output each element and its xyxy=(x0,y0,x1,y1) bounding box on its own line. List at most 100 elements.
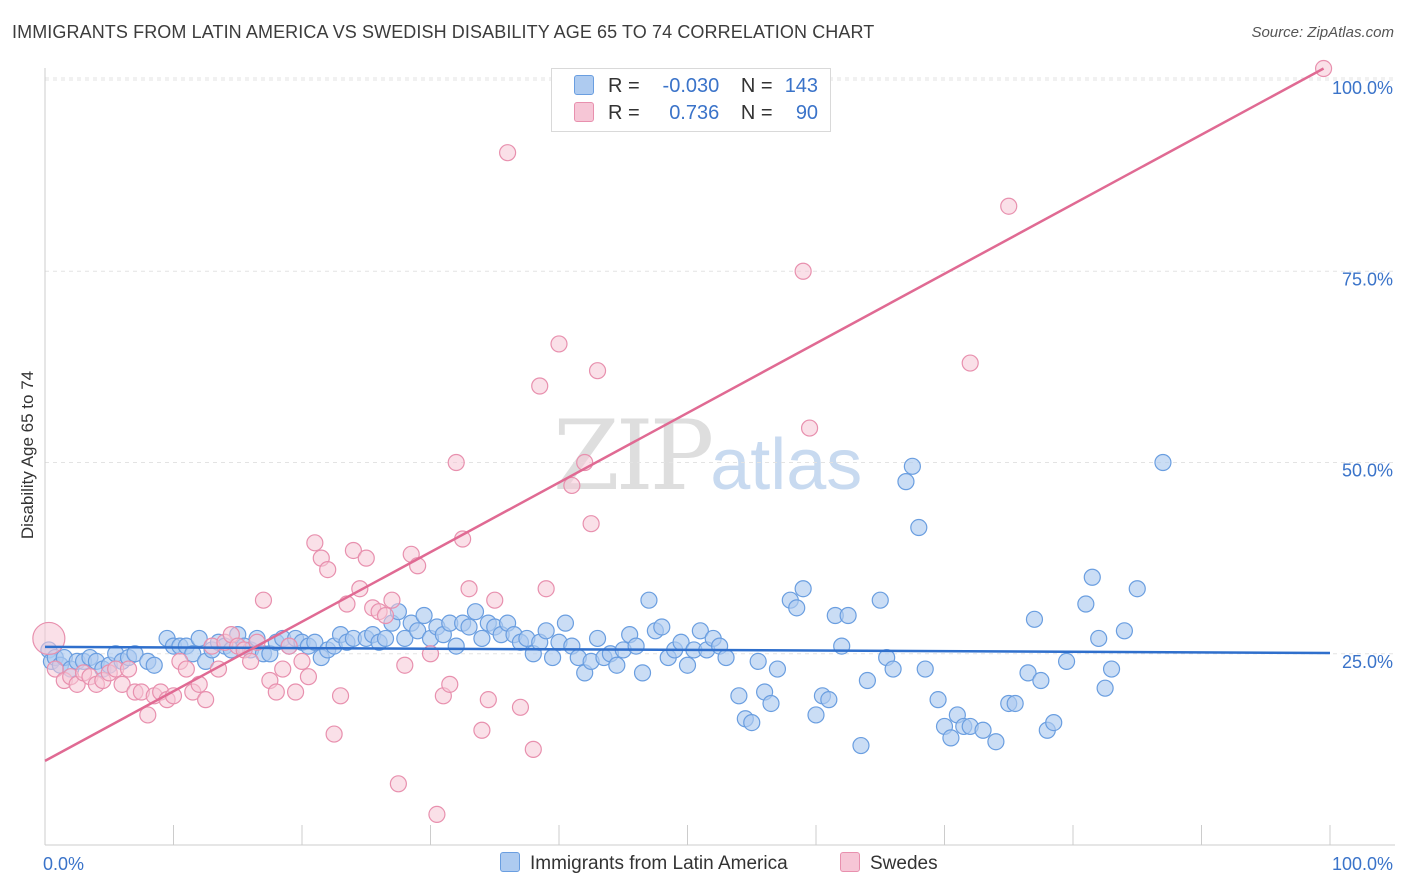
point-latin-america-84 xyxy=(588,629,607,648)
series-latin-america-points xyxy=(40,453,1172,755)
point-latin-america-92 xyxy=(640,591,658,609)
point-latin-america-148 xyxy=(1090,629,1108,648)
point-swedes-24 xyxy=(197,691,215,709)
trend-line-swedes xyxy=(44,67,1325,762)
point-swedes-12 xyxy=(119,660,138,678)
point-swedes-62 xyxy=(447,453,465,472)
point-latin-america-62 xyxy=(447,637,465,655)
point-swedes-53 xyxy=(383,591,401,609)
point-swedes-71 xyxy=(531,377,549,395)
point-latin-america-150 xyxy=(1102,660,1121,678)
point-latin-america-147 xyxy=(1083,568,1101,586)
point-swedes-66 xyxy=(479,691,497,709)
point-swedes-0 xyxy=(32,621,66,656)
point-latin-america-141 xyxy=(1025,610,1044,628)
point-swedes-31 xyxy=(242,652,260,671)
point-latin-america-110 xyxy=(762,694,780,713)
legend-n-label: N = xyxy=(740,102,773,124)
series-swedes-points xyxy=(32,59,1333,824)
legend-r-value-2: 0.736 xyxy=(669,102,720,124)
point-swedes-11 xyxy=(113,675,131,693)
point-swedes-73 xyxy=(550,335,568,353)
point-latin-america-91 xyxy=(633,664,652,682)
point-latin-america-100 xyxy=(691,622,709,640)
point-latin-america-128 xyxy=(910,518,928,537)
point-swedes-82 xyxy=(800,419,819,437)
point-swedes-74 xyxy=(563,476,581,495)
bottom-swatch-pink xyxy=(840,852,860,872)
point-swedes-21 xyxy=(177,660,195,678)
point-swedes-70 xyxy=(524,740,542,758)
watermark-atlas: atlas xyxy=(710,425,863,505)
point-swedes-44 xyxy=(325,725,343,743)
point-latin-america-54 xyxy=(396,629,414,648)
point-latin-america-123 xyxy=(871,591,889,609)
point-latin-america-122 xyxy=(858,671,877,690)
legend-row-latin-america: R = -0.030 N = 143 xyxy=(574,75,818,98)
point-latin-america-115 xyxy=(807,706,825,724)
point-latin-america-126 xyxy=(897,473,915,491)
x-tick-labels: 0.0% 100.0% xyxy=(43,854,1393,874)
point-latin-america-77 xyxy=(543,648,562,667)
point-latin-america-66 xyxy=(473,629,491,648)
y-tick-label-75: 75.0% xyxy=(1342,269,1393,289)
point-latin-america-104 xyxy=(717,648,735,667)
point-latin-america-57 xyxy=(415,606,433,625)
point-latin-america-90 xyxy=(627,637,645,655)
point-latin-america-76 xyxy=(537,622,555,640)
point-latin-america-107 xyxy=(743,713,761,732)
legend-row-swedes: R = 0.736 N = 90 xyxy=(574,102,818,125)
y-tick-labels: 25.0% 50.0% 75.0% 100.0% xyxy=(1332,78,1393,672)
point-swedes-77 xyxy=(588,362,607,380)
legend-swatch-pink xyxy=(574,102,594,122)
legend-r-label: R = xyxy=(608,102,640,124)
point-latin-america-139 xyxy=(1006,694,1024,713)
point-swedes-54 xyxy=(389,775,407,793)
point-swedes-81 xyxy=(794,262,812,280)
y-tick-label-100: 100.0% xyxy=(1332,78,1393,98)
point-latin-america-117 xyxy=(820,691,838,709)
point-latin-america-127 xyxy=(903,457,921,475)
legend-swatch-blue xyxy=(574,75,594,95)
point-latin-america-114 xyxy=(794,580,812,598)
x-tick-label-max: 100.0% xyxy=(1332,854,1393,874)
point-latin-america-64 xyxy=(460,618,478,636)
x-tick-label-min: 0.0% xyxy=(43,854,84,874)
legend-n-value-2: 90 xyxy=(795,102,819,124)
grid-lines xyxy=(45,77,1395,655)
point-latin-america-41 xyxy=(306,633,324,651)
legend-n-value-1: 143 xyxy=(784,75,819,97)
point-latin-america-121 xyxy=(852,736,870,755)
bottom-legend-label-2: Swedes xyxy=(870,853,938,874)
point-swedes-35 xyxy=(267,683,285,701)
point-swedes-72 xyxy=(537,580,555,598)
point-swedes-52 xyxy=(376,606,395,625)
point-swedes-33 xyxy=(254,591,273,609)
bottom-legend-swedes: Swedes xyxy=(840,852,938,875)
point-swedes-40 xyxy=(299,668,318,686)
point-swedes-64 xyxy=(460,580,478,598)
point-swedes-47 xyxy=(344,541,362,560)
point-swedes-67 xyxy=(486,591,504,609)
point-latin-america-98 xyxy=(678,656,697,674)
point-latin-america-22 xyxy=(184,645,202,663)
point-latin-america-132 xyxy=(942,729,960,747)
point-swedes-61 xyxy=(441,675,459,693)
chart-title: IMMIGRANTS FROM LATIN AMERICA VS SWEDISH… xyxy=(12,22,875,42)
point-latin-america-113 xyxy=(788,599,806,617)
point-swedes-65 xyxy=(473,721,491,739)
point-latin-america-142 xyxy=(1032,671,1050,690)
y-axis-label: Disability Age 65 to 74 xyxy=(18,370,37,540)
point-latin-america-108 xyxy=(749,652,767,671)
point-latin-america-17 xyxy=(145,656,163,674)
legend-r-value-1: -0.030 xyxy=(662,75,720,97)
point-swedes-76 xyxy=(582,515,600,533)
point-latin-america-149 xyxy=(1096,679,1114,697)
point-swedes-49 xyxy=(357,549,375,567)
point-latin-america-65 xyxy=(466,603,485,621)
source-label: Source: ZipAtlas.com xyxy=(1251,24,1394,41)
bottom-legend-label-1: Immigrants from Latin America xyxy=(530,853,788,874)
point-swedes-43 xyxy=(319,560,337,579)
point-latin-america-56 xyxy=(409,622,427,640)
trend-line-latin-america xyxy=(44,645,1331,655)
